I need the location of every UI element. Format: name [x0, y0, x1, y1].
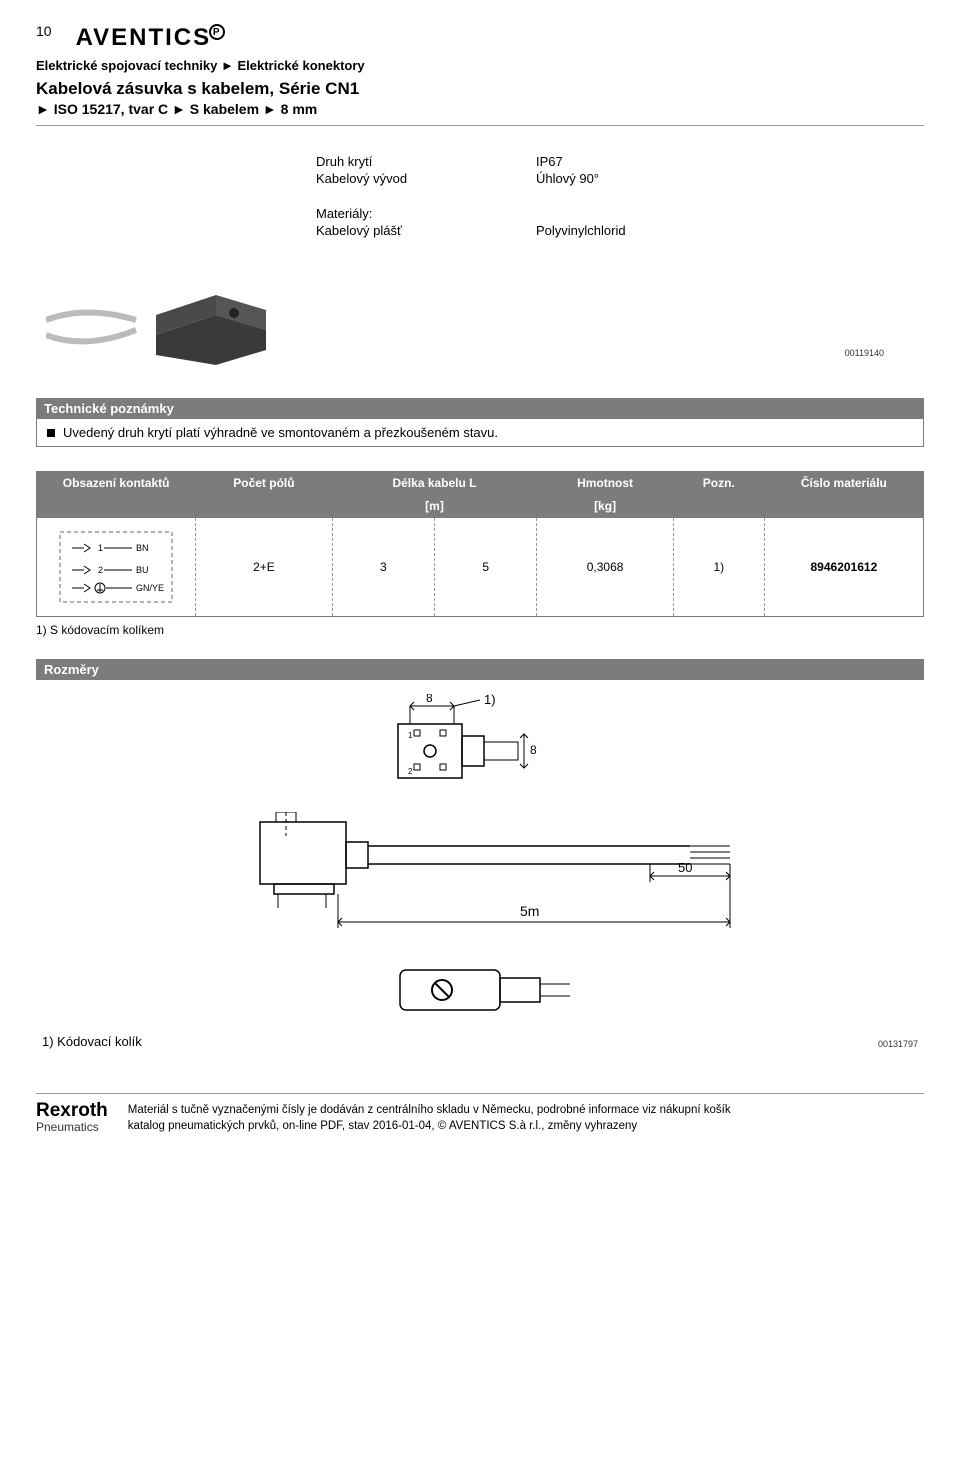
th-mass-unit: [kg] [537, 495, 673, 518]
th-length: Délka kabelu L [332, 472, 537, 495]
spec-value: Polyvinylchlorid [536, 223, 626, 238]
brand-text: AVENTICS [76, 24, 212, 51]
cell-poles: 2+E [196, 518, 332, 617]
th-poles: Počet pólů [196, 472, 332, 495]
svg-text:8: 8 [426, 694, 433, 705]
page-subtitle: ► ISO 15217, tvar C ► S kabelem ► 8 mm [36, 101, 924, 117]
page-footer: Rexroth Pneumatics Materiál s tučně vyzn… [36, 1093, 924, 1134]
header-rule [36, 125, 924, 126]
brand-logo: AVENTICSP [76, 24, 226, 52]
svg-text:50: 50 [678, 860, 692, 875]
bullet-icon [47, 429, 55, 437]
svg-text:BU: BU [136, 565, 149, 575]
cell-length: 3 [332, 518, 434, 617]
tech-notes-heading: Technické poznámky [36, 398, 924, 419]
th-contacts: Obsazení kontaktů [37, 472, 196, 495]
rexroth-sub: Pneumatics [36, 1120, 108, 1134]
page-header: 10 AVENTICSP [36, 24, 924, 52]
cell-note: 1) [673, 518, 764, 617]
footer-line2: katalog pneumatických prvků, on-line PDF… [128, 1119, 731, 1135]
dimensions-footnote: 1) Kódovací kolík [42, 1034, 142, 1049]
contact-diagram-cell: 1 BN 2 BU GN/YE [37, 518, 196, 617]
spec-label: Kabelový plášť [316, 223, 536, 238]
page-number: 10 [36, 24, 52, 38]
dimension-drawing-top: 8 1) 1 2 8 [350, 694, 610, 794]
spec-label: Kabelový vývod [316, 171, 536, 186]
spec-value: IP67 [536, 154, 563, 169]
dimensions-heading: Rozměry [36, 659, 924, 680]
tech-notes-box: Technické poznámky Uvedený druh krytí pl… [36, 398, 924, 447]
cell-mass: 0,3068 [537, 518, 673, 617]
svg-text:GN/YE: GN/YE [136, 583, 164, 593]
svg-text:2: 2 [408, 767, 413, 776]
drawing-id: 00131797 [878, 1039, 918, 1049]
cell-length2: 5 [435, 518, 537, 617]
dimension-drawing-bottom [380, 960, 580, 1020]
cell-matnum: 8946201612 [764, 518, 923, 617]
svg-text:2: 2 [98, 565, 103, 575]
svg-text:8: 8 [530, 743, 537, 757]
tech-note-text: Uvedený druh krytí platí výhradně ve smo… [63, 425, 498, 440]
th-length-unit: [m] [332, 495, 537, 518]
th-note: Pozn. [673, 472, 764, 495]
product-table: Obsazení kontaktů Počet pólů Délka kabel… [36, 471, 924, 617]
materials-heading: Materiály: [316, 206, 536, 221]
product-photo [36, 260, 316, 380]
rexroth-logo: Rexroth [36, 1102, 108, 1120]
spec-label: Druh krytí [316, 154, 536, 169]
svg-text:1: 1 [408, 731, 413, 740]
th-matnum: Číslo materiálu [764, 472, 923, 495]
footer-line1: Materiál s tučně vyznačenými čísly je do… [128, 1103, 731, 1119]
svg-text:5m: 5m [520, 903, 539, 919]
svg-text:BN: BN [136, 543, 149, 553]
brand-mark-icon: P [209, 24, 225, 40]
breadcrumb: Elektrické spojovací techniky ► Elektric… [36, 58, 924, 73]
spec-value: Úhlový 90° [536, 171, 599, 186]
page-title: Kabelová zásuvka s kabelem, Série CN1 [36, 79, 924, 99]
dimension-drawing-side: 50 5m [220, 812, 740, 942]
svg-text:1: 1 [98, 543, 103, 553]
svg-text:1): 1) [484, 694, 496, 707]
dimensions-box: Rozměry 8 1) 1 2 [36, 659, 924, 1049]
spec-block: Druh krytí IP67 Kabelový vývod Úhlový 90… [316, 154, 924, 238]
table-footnote: 1) S kódovacím kolíkem [36, 623, 924, 637]
th-mass: Hmotnost [537, 472, 673, 495]
